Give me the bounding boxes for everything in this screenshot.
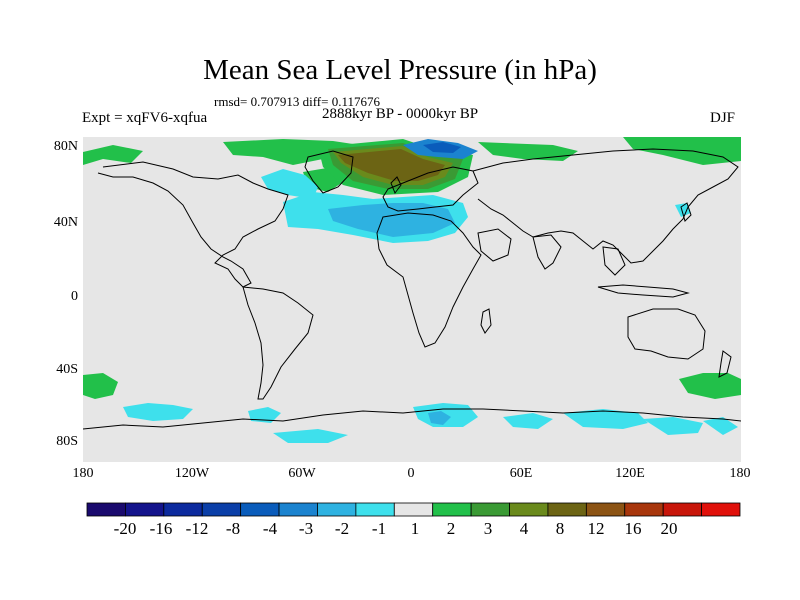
chart-title: Mean Sea Level Pressure (in hPa) [203, 54, 597, 86]
colorbar-cell [624, 502, 664, 517]
coast-uk [390, 176, 402, 195]
lon-label-0: 0 [407, 466, 415, 481]
cyan-patch-japan [675, 203, 691, 217]
cyan-patch-antarctic-7 [703, 417, 738, 435]
coast-africa [376, 212, 482, 348]
blue-patch-mediterranean [328, 203, 455, 237]
coast-europe [382, 166, 479, 212]
green-patch-east-asia [638, 137, 693, 151]
experiment-label: Expt = xqFV6-xqfua [82, 110, 208, 126]
rmsd-diff-label: rmsd= 0.707913 diff= 0.117676 [214, 94, 380, 109]
colorbar-label: -20 [113, 519, 137, 538]
colorbar-label: 1 [410, 519, 420, 538]
colorbar-cell [317, 502, 357, 517]
colorbar-label: 16 [624, 519, 642, 538]
green-patch-eurasia [478, 142, 578, 161]
colorbar-cells [86, 502, 741, 517]
colorbar-cell [470, 502, 510, 517]
cyan-patch-antarctic-5 [563, 409, 648, 429]
coast-greenland [304, 150, 354, 194]
colorbar-label: -8 [225, 519, 241, 538]
colorbar-cell [125, 502, 165, 517]
lon-label-120w: 120W [174, 466, 210, 481]
colorbar-cell [432, 502, 472, 517]
colorbar-label: 3 [483, 519, 493, 538]
coastlines [83, 148, 741, 430]
colorbar-cell [163, 502, 203, 517]
colorbar-label: 8 [555, 519, 565, 538]
coast-antarctica [83, 408, 741, 430]
anomaly-patches [83, 137, 741, 443]
colorbar-cell [547, 502, 587, 517]
pressure-anomaly-map [83, 137, 741, 462]
lon-label-120e: 120E [615, 466, 645, 481]
coast-japan [680, 202, 692, 222]
colorbar-cell [86, 502, 126, 517]
green-patch-south-indian-east [679, 373, 741, 399]
colorbar-label: 2 [446, 519, 456, 538]
colorbar-label: 20 [660, 519, 678, 538]
colorbar-label: 12 [587, 519, 605, 538]
colorbar-cell [201, 502, 242, 517]
coast-arabia [477, 228, 512, 262]
lon-label-180w: 180 [72, 466, 94, 481]
lat-label-80n: 80N [53, 139, 78, 154]
coast-indonesia [597, 284, 690, 298]
cyan-patch-antarctic-8 [273, 429, 348, 443]
colorbar-label: -16 [149, 519, 173, 538]
colorbar-label: -12 [185, 519, 209, 538]
cyan-patch-antarctic-6 [643, 417, 703, 435]
colorbar-cell [393, 502, 434, 517]
colorbar-label: -3 [298, 519, 314, 538]
blue-patch-antarctic [428, 411, 451, 425]
coast-asia [472, 148, 739, 264]
colorbar-cell [278, 502, 318, 517]
lat-label-0: 0 [71, 289, 78, 304]
deep-blue-patch-arctic-east [423, 142, 461, 153]
coast-australia [627, 308, 706, 360]
period-label: 2888kyr BP - 0000kyr BP [322, 106, 479, 122]
lon-label-60e: 60E [509, 466, 533, 481]
coast-new-zealand [718, 350, 732, 378]
lat-label-80s: 80S [56, 434, 78, 449]
cyan-patch-north-america [261, 169, 318, 199]
brown-patch-north-atlantic [338, 149, 445, 181]
colorbar-label: 4 [519, 519, 529, 538]
lat-label-40s: 40S [56, 362, 78, 377]
cyan-patch-antarctic-4 [503, 413, 553, 429]
colorbar-label: -2 [334, 519, 350, 538]
lon-label-60w: 60W [288, 466, 316, 481]
season-label: DJF [710, 110, 736, 126]
coast-south-america [242, 286, 314, 400]
green-patch-arctic-west [83, 145, 143, 165]
colorbar-cell [355, 502, 395, 517]
cyan-patch-antarctic-2 [248, 407, 281, 423]
colorbar-cell [701, 502, 741, 517]
coast-north-america [97, 161, 289, 288]
coast-southeast-asia [602, 246, 626, 276]
colorbar-label: -1 [371, 519, 387, 538]
colorbar-cell [509, 502, 549, 517]
colorbar-cell [240, 502, 280, 517]
lon-label-180e: 180 [729, 466, 751, 481]
coast-madagascar [480, 308, 492, 334]
green-patch-south-pacific-west [83, 373, 118, 399]
coast-india [532, 234, 562, 270]
cyan-patch-antarctic-1 [123, 403, 193, 421]
colorbar-cell [662, 502, 702, 517]
colorbar-label: -4 [262, 519, 278, 538]
lat-label-40n: 40N [53, 215, 78, 230]
colorbar-cell [585, 502, 626, 517]
